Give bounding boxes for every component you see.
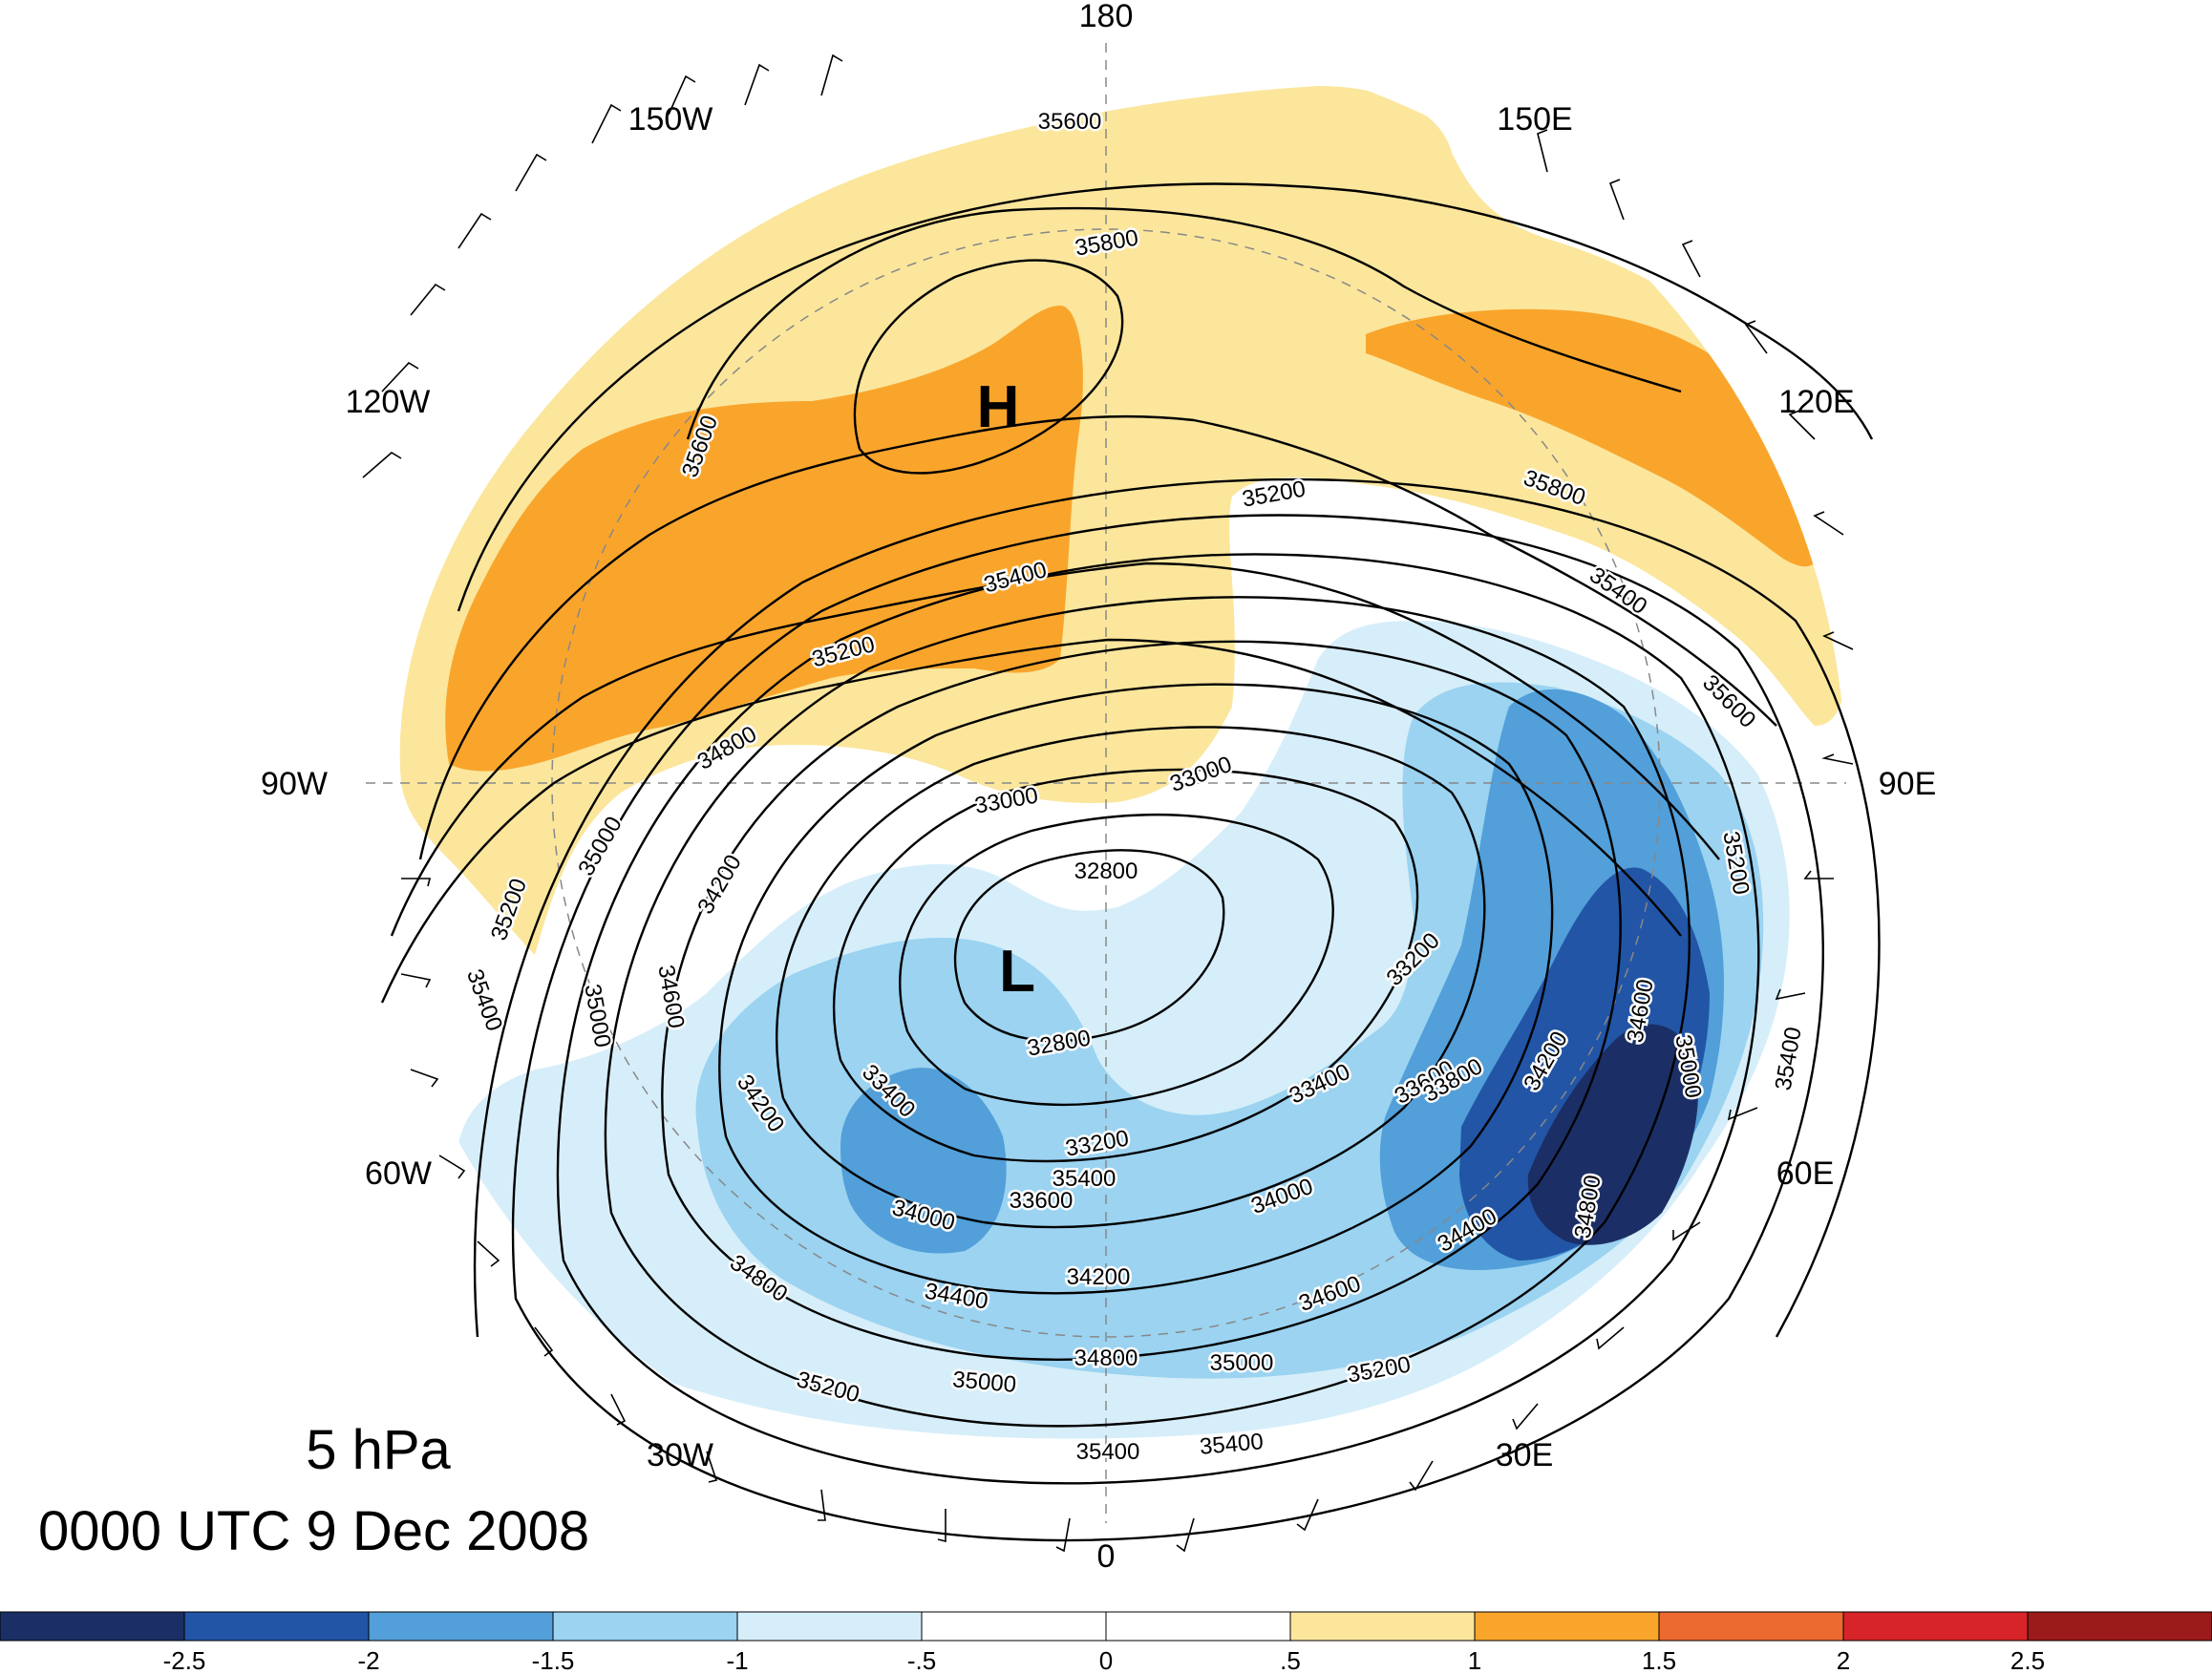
graticule — [366, 43, 1846, 1523]
colorbar-bin — [1842, 1611, 2029, 1642]
colorbar-tick-label: 2.5 — [2010, 1646, 2045, 1674]
shade-positive-mid-east — [1366, 308, 1819, 567]
colorbar-ticks: -2.5 -2 -1.5 -1 -.5 0 .5 1 1.5 2 2.5 — [163, 1646, 2045, 1674]
lon-label-90e: 90E — [1879, 766, 1937, 802]
height-contours — [380, 182, 1881, 1542]
contour-label: 34200 — [692, 851, 747, 919]
colorbar-tick-label: 2 — [1837, 1646, 1850, 1674]
lon-label-30w: 30W — [647, 1437, 713, 1473]
colorbar-bin — [2027, 1611, 2212, 1642]
colorbar-tick-label: -2.5 — [163, 1646, 206, 1674]
contour-label: 35400 — [1771, 1025, 1807, 1091]
lon-label-150e: 150E — [1497, 101, 1572, 138]
lon-label-150w: 150W — [628, 101, 713, 138]
contour-label: 35000 — [1210, 1350, 1274, 1376]
contour-label: 34200 — [1067, 1264, 1131, 1290]
lon-label-0: 0 — [1097, 1538, 1116, 1575]
contour-label: 34600 — [652, 963, 689, 1029]
colorbar-bin — [1474, 1611, 1660, 1642]
contour-label: 35400 — [1053, 1166, 1117, 1192]
contour-label: 35400 — [1076, 1439, 1140, 1465]
anomaly-shading — [399, 86, 1846, 1439]
contour-label: 33600 — [1010, 1188, 1074, 1214]
shade-negative-extreme — [1527, 1024, 1699, 1245]
colorbar-bins — [0, 1611, 2212, 1642]
colorbar-bin — [921, 1611, 1107, 1642]
lon-label-120w: 120W — [346, 384, 431, 420]
contour-label: 35600 — [1038, 109, 1102, 135]
lon-label-60w: 60W — [365, 1155, 432, 1192]
colorbar-tick-label: -.5 — [907, 1646, 936, 1674]
colorbar-bin — [183, 1611, 370, 1642]
title-valid-time: 0000 UTC 9 Dec 2008 — [38, 1500, 589, 1562]
colorbar-bin — [368, 1611, 554, 1642]
title-pressure-level: 5 hPa — [306, 1419, 451, 1481]
shade-positive-mid-west — [445, 306, 1083, 772]
colorbar-tick-label: -2 — [357, 1646, 379, 1674]
colorbar-tick-label: 1 — [1468, 1646, 1481, 1674]
lon-label-180: 180 — [1079, 0, 1134, 34]
colorbar-bin — [552, 1611, 738, 1642]
colorbar-tick-label: 1.5 — [1642, 1646, 1676, 1674]
wind-barbs — [362, 53, 1854, 1553]
colorbar-bin — [736, 1611, 923, 1642]
low-center-label: L — [999, 939, 1035, 1005]
colorbar-tick-label: -1 — [726, 1646, 748, 1674]
longitude-labels: 180 150E 120E 90E 60E 30E 0 30W 60W 90W … — [261, 0, 1936, 1575]
lon-label-120e: 120E — [1778, 384, 1854, 420]
contour-label: 32800 — [1074, 858, 1138, 884]
contour-label: 35400 — [461, 965, 507, 1034]
colorbar-bin — [0, 1611, 185, 1642]
contour-label: 34800 — [1074, 1346, 1138, 1371]
lon-label-90w: 90W — [261, 766, 328, 802]
lon-label-60e: 60E — [1776, 1155, 1835, 1192]
colorbar-bin — [1289, 1611, 1476, 1642]
contour-label: 35000 — [579, 982, 615, 1049]
contour-label: 33000 — [972, 783, 1039, 819]
shade-positive-light — [399, 86, 1846, 955]
colorbar-tick-label: -1.5 — [532, 1646, 575, 1674]
high-center-label: H — [977, 374, 1020, 440]
colorbar-tick-label: 0 — [1099, 1646, 1113, 1674]
colorbar: -2.5 -2 -1.5 -1 -.5 0 .5 1 1.5 2 2.5 — [0, 1611, 2212, 1674]
colorbar-bin — [1658, 1611, 1844, 1642]
contour-label: 35400 — [1199, 1429, 1265, 1460]
colorbar-tick-label: .5 — [1280, 1646, 1301, 1674]
colorbar-bin — [1105, 1611, 1291, 1642]
lon-label-30e: 30E — [1496, 1437, 1554, 1473]
